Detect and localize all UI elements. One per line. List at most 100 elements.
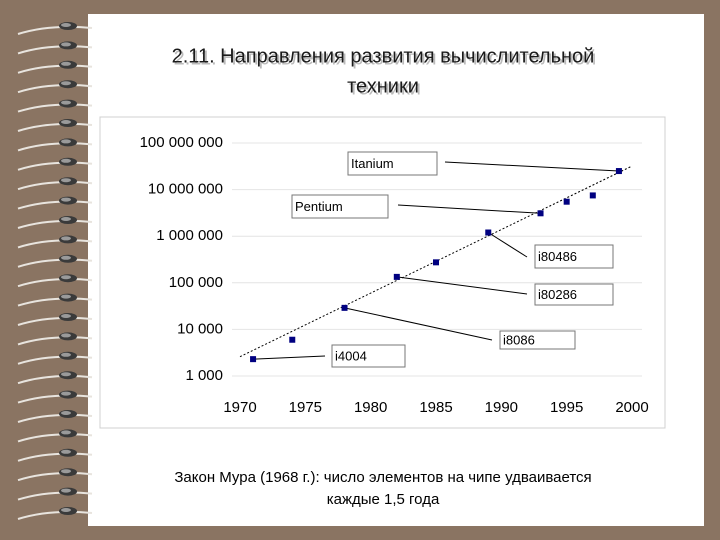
y-tick-label: 100 000 (169, 274, 223, 291)
ring (61, 391, 71, 396)
ring (17, 278, 93, 288)
binding (17, 22, 93, 520)
ring (61, 294, 71, 299)
ring (17, 181, 93, 191)
leader-line (444, 161, 619, 172)
annotation: i80286 (538, 287, 577, 302)
ring (61, 120, 71, 124)
data-point (589, 192, 596, 199)
ring (17, 200, 93, 210)
ring (61, 217, 71, 221)
annotation: i80486 (538, 249, 577, 264)
ring (61, 158, 71, 163)
title-shadow: техники (349, 77, 421, 99)
ring (61, 449, 71, 454)
ring (61, 314, 71, 318)
ring (61, 372, 71, 377)
ring (61, 236, 71, 241)
ring (17, 25, 93, 35)
ring (17, 355, 93, 365)
ring (17, 45, 93, 55)
ring (17, 84, 93, 94)
data-point (563, 198, 570, 205)
x-tick-label: 1975 (289, 399, 322, 416)
x-tick-label: 1995 (550, 399, 583, 416)
data-point (393, 273, 400, 280)
ring (61, 430, 71, 435)
ring (61, 42, 71, 47)
data-point (485, 229, 492, 236)
annotation-box (291, 194, 389, 219)
y-tick-label: 1 000 000 (156, 227, 223, 244)
ring (17, 452, 93, 462)
ring (17, 316, 93, 326)
ring (61, 255, 71, 260)
data-point (250, 356, 257, 363)
ring (17, 239, 93, 249)
leader-line (487, 232, 528, 258)
annotation: i8086 (503, 332, 535, 347)
ring (17, 297, 93, 307)
data-point (289, 336, 296, 343)
annotation-box (347, 151, 438, 176)
ring (61, 100, 71, 105)
x-tick-label: 1980 (354, 399, 387, 416)
ring (17, 219, 93, 229)
ring (61, 488, 71, 493)
ring (61, 23, 71, 27)
ring (17, 413, 93, 423)
data-point (433, 259, 439, 266)
annotation-box (499, 330, 576, 350)
annotation-box (331, 344, 406, 368)
ring (61, 275, 71, 280)
ring (61, 197, 71, 202)
y-tick-label: 10 000 000 (148, 181, 223, 198)
caption: каждые 1,5 года (327, 491, 440, 508)
ring (17, 375, 93, 385)
ring (17, 433, 93, 443)
x-tick-label: 2000 (615, 399, 648, 416)
ring (17, 122, 93, 132)
ring (61, 61, 71, 66)
leader-line (396, 276, 528, 295)
ring (17, 142, 93, 152)
leader-line (253, 355, 326, 360)
data-point (341, 304, 348, 311)
ring (17, 472, 93, 482)
caption: Закон Мура (1968 г.): число элементов на… (174, 469, 591, 486)
ring (61, 139, 71, 144)
ring (61, 333, 71, 338)
x-tick-label: 1970 (223, 399, 256, 416)
ring (61, 469, 71, 474)
title: техники (347, 75, 419, 97)
ring (17, 394, 93, 404)
annotation-box (534, 283, 614, 306)
title-shadow: 2.11. Направления развития вычислительно… (174, 47, 597, 69)
y-tick-label: 10 000 (177, 320, 223, 337)
ring (61, 81, 71, 86)
ring (17, 103, 93, 113)
title: 2.11. Направления развития вычислительно… (172, 45, 595, 67)
ring (61, 352, 71, 357)
x-tick-label: 1990 (485, 399, 518, 416)
annotation: Itanium (351, 156, 394, 171)
y-tick-label: 100 000 000 (140, 134, 223, 151)
ring (17, 336, 93, 346)
data-point (615, 168, 622, 175)
data-point (537, 210, 544, 217)
ring (17, 64, 93, 74)
ring (17, 510, 93, 520)
ring (17, 161, 93, 171)
ring (17, 258, 93, 268)
ring (61, 411, 71, 415)
leader-line (397, 204, 541, 214)
annotation: Pentium (295, 199, 343, 214)
ring (17, 491, 93, 501)
y-tick-label: 1 000 (185, 367, 223, 384)
x-tick-label: 1985 (419, 399, 452, 416)
ring (61, 508, 71, 512)
annotation-box (534, 244, 614, 269)
annotation: i4004 (335, 348, 367, 363)
